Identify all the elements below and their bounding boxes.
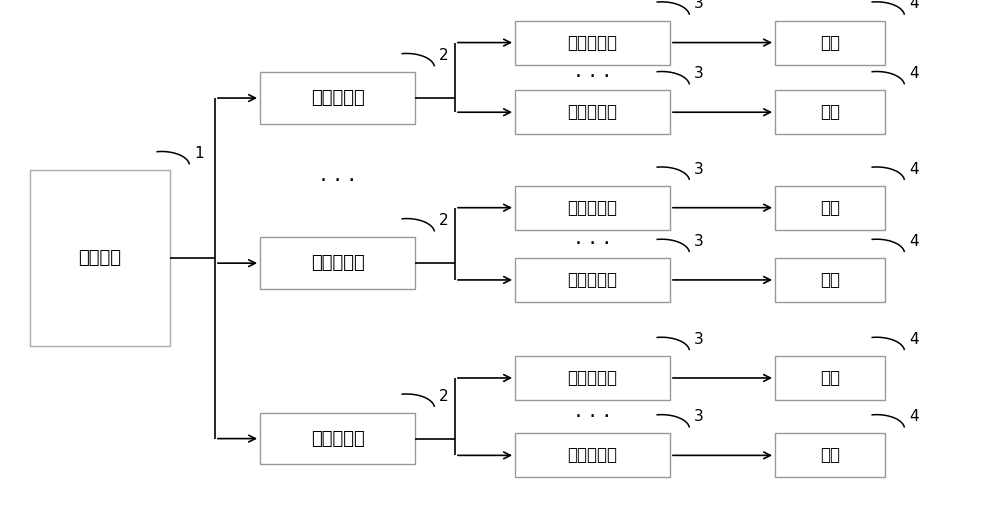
- Text: 路灯: 路灯: [820, 34, 840, 52]
- Bar: [260, 237, 415, 289]
- Text: 4: 4: [909, 162, 919, 176]
- Text: 单灯控制器: 单灯控制器: [568, 199, 618, 217]
- Text: 路灯: 路灯: [820, 103, 840, 121]
- Text: 集中控制器: 集中控制器: [311, 430, 364, 447]
- Text: 单灯控制器: 单灯控制器: [568, 34, 618, 52]
- Bar: [515, 186, 670, 230]
- Text: 4: 4: [909, 66, 919, 81]
- Bar: [775, 21, 885, 64]
- Text: 集中控制器: 集中控制器: [311, 89, 364, 107]
- Text: 路灯: 路灯: [820, 446, 840, 464]
- Bar: [515, 433, 670, 477]
- Text: 4: 4: [909, 234, 919, 249]
- Text: 3: 3: [694, 162, 704, 176]
- Text: · · ·: · · ·: [575, 234, 610, 254]
- Text: · · ·: · · ·: [575, 407, 610, 427]
- Text: 3: 3: [694, 66, 704, 81]
- Text: 集中控制器: 集中控制器: [311, 254, 364, 272]
- Text: 4: 4: [909, 0, 919, 11]
- Text: 路灯: 路灯: [820, 271, 840, 289]
- Text: 3: 3: [694, 234, 704, 249]
- Bar: [260, 72, 415, 124]
- Text: 单灯控制器: 单灯控制器: [568, 103, 618, 121]
- Bar: [260, 413, 415, 464]
- Text: 2: 2: [439, 48, 449, 63]
- Text: 单灯控制器: 单灯控制器: [568, 369, 618, 387]
- Text: 2: 2: [439, 213, 449, 228]
- Text: 1: 1: [194, 146, 204, 161]
- Bar: [515, 90, 670, 134]
- Text: 3: 3: [694, 0, 704, 11]
- Bar: [515, 258, 670, 302]
- Text: 3: 3: [694, 332, 704, 347]
- Text: 4: 4: [909, 409, 919, 424]
- Text: · · ·: · · ·: [575, 68, 610, 87]
- Text: 3: 3: [694, 409, 704, 424]
- Text: 路灯: 路灯: [820, 369, 840, 387]
- Bar: [515, 356, 670, 400]
- Bar: [775, 356, 885, 400]
- Bar: [515, 21, 670, 64]
- Text: 监控中心: 监控中心: [78, 249, 122, 267]
- Text: 单灯控制器: 单灯控制器: [568, 446, 618, 464]
- Text: 单灯控制器: 单灯控制器: [568, 271, 618, 289]
- Text: 2: 2: [439, 389, 449, 404]
- Text: · · ·: · · ·: [320, 171, 355, 190]
- Bar: [775, 186, 885, 230]
- Bar: [775, 258, 885, 302]
- Text: 4: 4: [909, 332, 919, 347]
- Text: 路灯: 路灯: [820, 199, 840, 217]
- Bar: [30, 170, 170, 346]
- Bar: [775, 90, 885, 134]
- Bar: [775, 433, 885, 477]
